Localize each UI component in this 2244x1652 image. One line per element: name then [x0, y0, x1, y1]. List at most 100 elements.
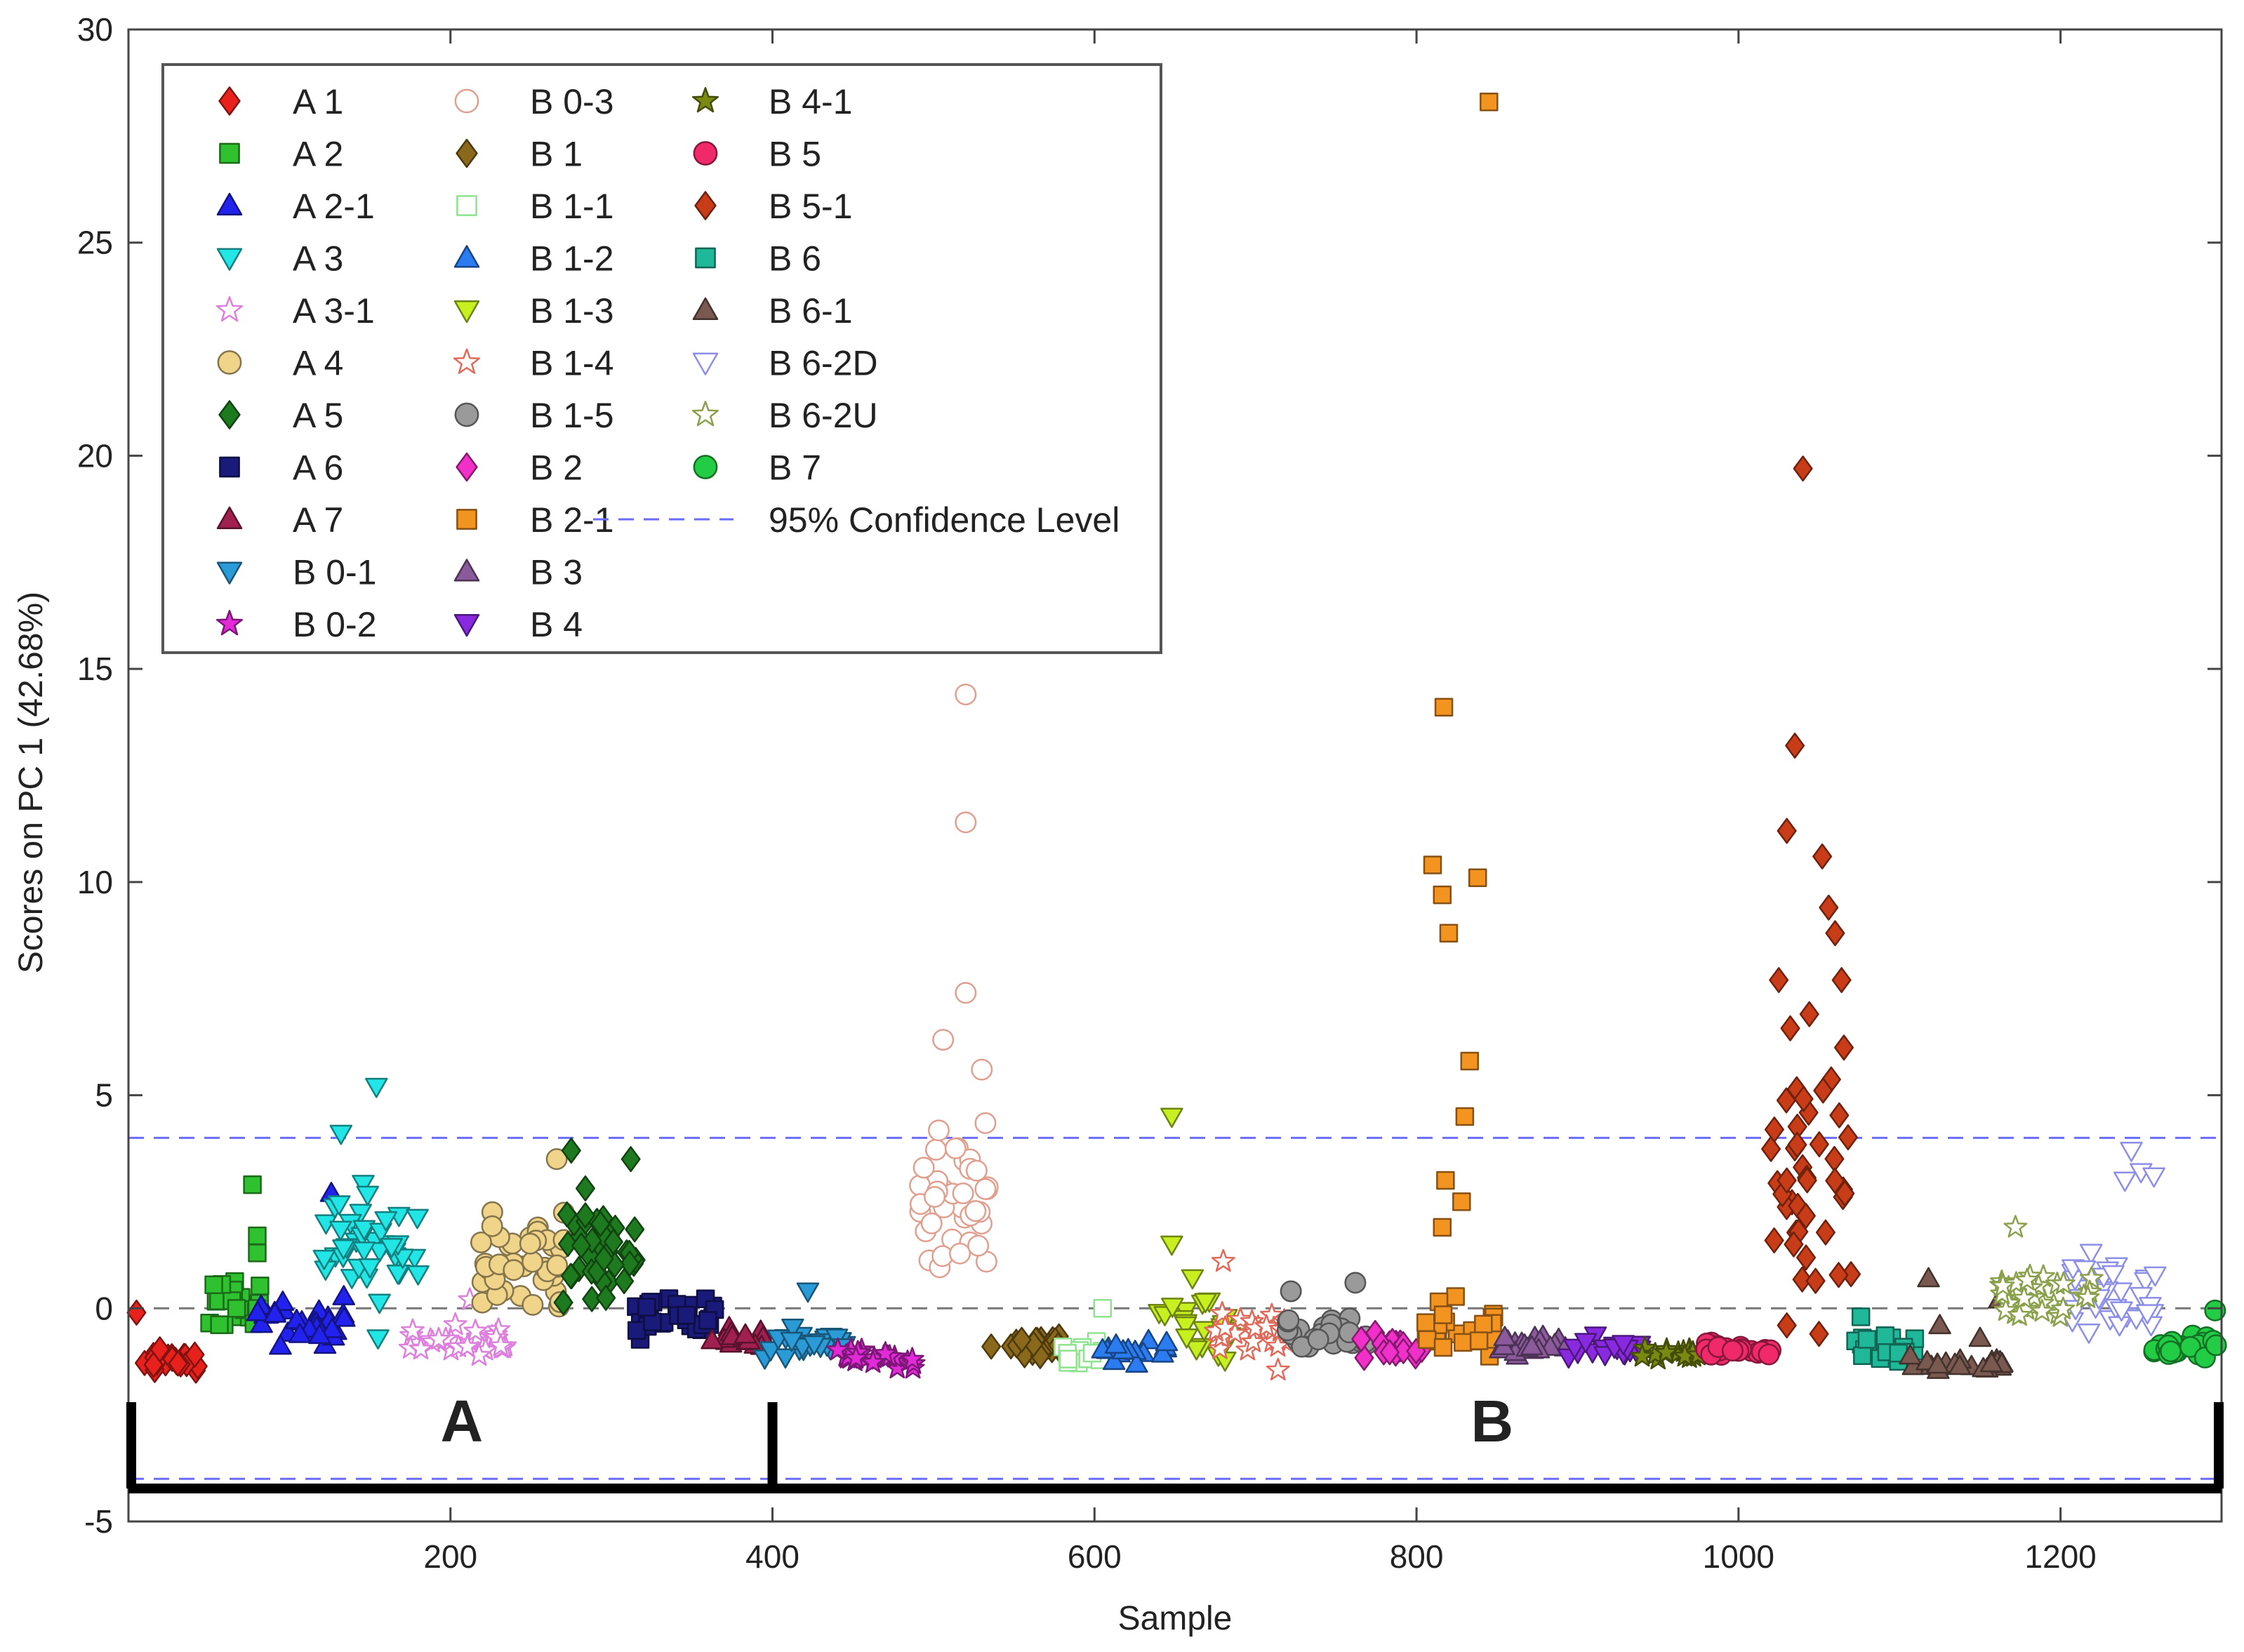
series-b-1 — [981, 1323, 1080, 1369]
series-a-6 — [627, 1289, 724, 1349]
legend-entry: B 0-3 — [454, 82, 614, 121]
data-point — [701, 1328, 724, 1350]
y-tick-label: 30 — [77, 11, 113, 48]
y-tick-label: -5 — [84, 1503, 113, 1540]
data-point — [227, 1299, 246, 1318]
legend-label: B 4 — [530, 605, 583, 644]
data-point — [952, 1182, 974, 1204]
legend-marker — [216, 506, 243, 529]
legend-marker — [454, 88, 479, 114]
legend-label: A 5 — [293, 396, 343, 435]
legend-label: B 7 — [769, 448, 821, 488]
data-point — [1574, 1333, 1598, 1354]
series-a-1 — [126, 1299, 208, 1384]
data-point — [1824, 1145, 1845, 1172]
data-point — [308, 1324, 331, 1345]
data-point — [627, 1321, 646, 1340]
data-point — [349, 1204, 373, 1225]
data-point — [825, 1337, 850, 1361]
data-point — [356, 1185, 380, 1206]
data-point — [1474, 1314, 1493, 1334]
legend-entry: B 3 — [453, 553, 583, 592]
data-point — [481, 1215, 503, 1237]
data-point — [1307, 1328, 1329, 1351]
legend-entry: B 1-4 — [453, 344, 614, 383]
data-point — [1194, 1293, 1217, 1314]
data-point — [596, 1284, 616, 1311]
data-point — [924, 1185, 946, 1208]
legend-entry: A 6 — [219, 448, 343, 488]
data-point — [1838, 1124, 1858, 1151]
data-point — [2110, 1301, 2133, 1322]
data-point — [1968, 1326, 1992, 1347]
data-point — [733, 1323, 757, 1344]
data-point — [558, 1231, 578, 1258]
data-point — [1439, 924, 1459, 942]
data-point — [1777, 1312, 1797, 1339]
data-point — [204, 1275, 223, 1295]
data-point — [1161, 1298, 1184, 1318]
y-tick-label: 0 — [95, 1290, 113, 1326]
data-point — [1469, 1331, 1489, 1350]
legend-marker — [215, 610, 244, 636]
data-point — [250, 1312, 273, 1333]
data-point — [386, 1265, 410, 1285]
legend-marker — [691, 87, 719, 113]
legend-label: B 2 — [530, 448, 583, 488]
legend-marker — [695, 247, 716, 269]
data-point — [1809, 1321, 1829, 1347]
legend-label: B 5-1 — [769, 187, 853, 226]
legend-entry: B 6-2U — [691, 396, 878, 435]
data-point — [594, 1246, 614, 1272]
data-point — [1721, 1340, 1744, 1362]
legend-label: B 3 — [530, 553, 583, 592]
data-point — [1160, 1107, 1183, 1128]
series-b-6-2d — [2061, 1142, 2167, 1344]
data-point — [1805, 1267, 1826, 1294]
legend-entry: B 6-1 — [692, 291, 853, 331]
data-point — [1160, 1235, 1183, 1256]
data-point — [955, 684, 977, 706]
data-point — [368, 1293, 391, 1314]
legend-marker — [453, 300, 480, 324]
data-point — [1857, 1330, 1877, 1349]
data-point — [2205, 1334, 2227, 1357]
data-point — [964, 1200, 987, 1223]
data-point — [1853, 1346, 1872, 1365]
data-point — [406, 1265, 430, 1286]
legend-label: B 0-3 — [530, 82, 614, 121]
data-point — [380, 1237, 404, 1258]
data-point — [1433, 1305, 1453, 1324]
data-point — [774, 1348, 797, 1369]
series-b-0-2 — [825, 1337, 926, 1379]
data-point — [545, 1148, 568, 1171]
series-a-3 — [312, 1077, 430, 1350]
data-point — [1093, 1299, 1113, 1318]
y-tick-label: 5 — [95, 1077, 113, 1114]
data-point — [1354, 1345, 1374, 1371]
data-point — [2051, 1296, 2076, 1319]
x-tick-label: 1000 — [1703, 1538, 1774, 1575]
data-point — [406, 1208, 429, 1230]
data-point — [1792, 1266, 1812, 1293]
data-point — [248, 1244, 267, 1263]
data-point — [1436, 1171, 1455, 1190]
data-point — [1468, 868, 1487, 888]
data-point — [557, 1201, 577, 1227]
data-point — [251, 1277, 270, 1295]
data-point — [625, 1216, 645, 1243]
legend-entry: A 7 — [216, 500, 343, 540]
series-a-3-1 — [398, 1287, 517, 1366]
data-point — [1993, 1298, 2018, 1321]
data-point — [1654, 1340, 1678, 1364]
y-tick-label: 20 — [77, 437, 113, 474]
series-a-2-1 — [246, 1182, 356, 1355]
data-point — [1875, 1326, 1895, 1345]
x-tick-label: 1200 — [2024, 1538, 2096, 1575]
data-point — [1769, 967, 1789, 994]
data-point — [1563, 1338, 1586, 1359]
y-tick-label: 25 — [77, 225, 113, 261]
data-point — [1809, 1131, 1829, 1158]
data-point — [759, 1341, 783, 1362]
data-point — [463, 1319, 488, 1342]
